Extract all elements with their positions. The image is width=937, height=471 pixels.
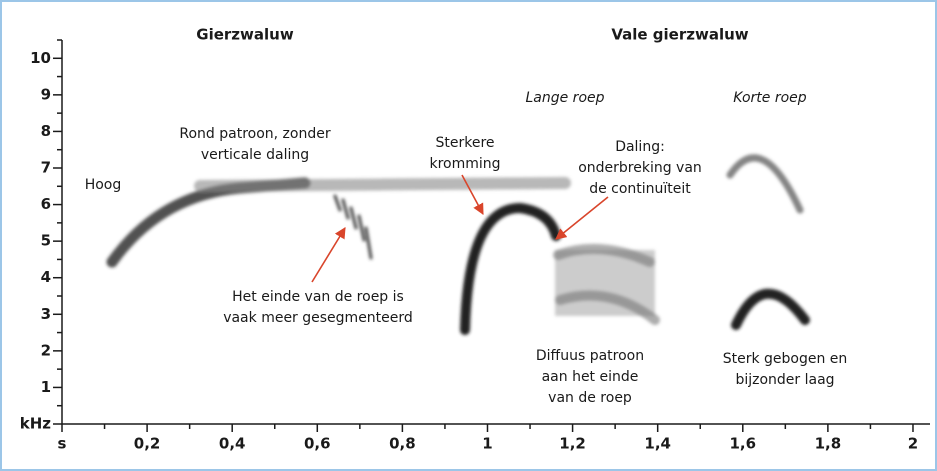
- annotation: Het einde van de roep is: [232, 289, 404, 305]
- annotation: Rond patroon, zonder: [179, 126, 330, 142]
- annotation: onderbreking van: [578, 160, 702, 176]
- annotation: bijzonder laag: [735, 372, 834, 388]
- annotation: Daling:: [615, 139, 665, 155]
- arrow: [461, 174, 484, 215]
- y-tick-label: 1: [41, 378, 51, 396]
- arrow: [311, 227, 346, 283]
- x-tick-label: 2: [908, 435, 918, 453]
- x-tick-label: 1: [482, 435, 492, 453]
- y-tick-label: 2: [41, 341, 51, 359]
- y-tick-label: 3: [41, 305, 51, 323]
- annotation: aan het einde: [542, 369, 639, 385]
- annotation: Sterk gebogen en: [723, 351, 848, 367]
- annotation: van de roep: [548, 390, 632, 406]
- x-tick-label: 1,8: [815, 435, 842, 453]
- panel-title: Gierzwaluw: [196, 26, 294, 44]
- y-tick-label: 7: [41, 159, 51, 177]
- x-tick-label: 0,6: [304, 435, 331, 453]
- annotation: vaak meer gesegmenteerd: [223, 310, 413, 326]
- annotation: de continuïteit: [589, 181, 691, 197]
- y-tick-label: 8: [41, 122, 51, 140]
- y-tick-label: kHz: [20, 415, 52, 433]
- y-tick-label: 9: [41, 85, 51, 103]
- x-tick-label: 0,2: [134, 435, 161, 453]
- annotation: Hoog: [85, 177, 122, 193]
- x-tick-label: 1,6: [729, 435, 756, 453]
- annotation: Sterkere: [435, 135, 494, 151]
- annotation: verticale daling: [201, 147, 309, 163]
- y-tick-label: 4: [41, 268, 51, 286]
- panel-title: Vale gierzwaluw: [611, 26, 748, 44]
- x-tick-label: 1,2: [559, 435, 586, 453]
- x-tick-label: s: [58, 435, 67, 453]
- call-type-label: Korte roep: [733, 90, 806, 106]
- annotation: Diffuus patroon: [536, 348, 644, 364]
- y-tick-label: 5: [41, 232, 51, 250]
- x-tick-label: 1,4: [644, 435, 671, 453]
- x-tick-label: 0,8: [389, 435, 416, 453]
- annotation: kromming: [429, 156, 500, 172]
- y-tick-label: 10: [30, 49, 51, 67]
- call-type-label: Lange roep: [525, 90, 604, 106]
- arrow: [555, 196, 609, 240]
- spectrogram-traces: [106, 154, 810, 335]
- y-tick-label: 6: [41, 195, 51, 213]
- x-tick-label: 0,4: [219, 435, 246, 453]
